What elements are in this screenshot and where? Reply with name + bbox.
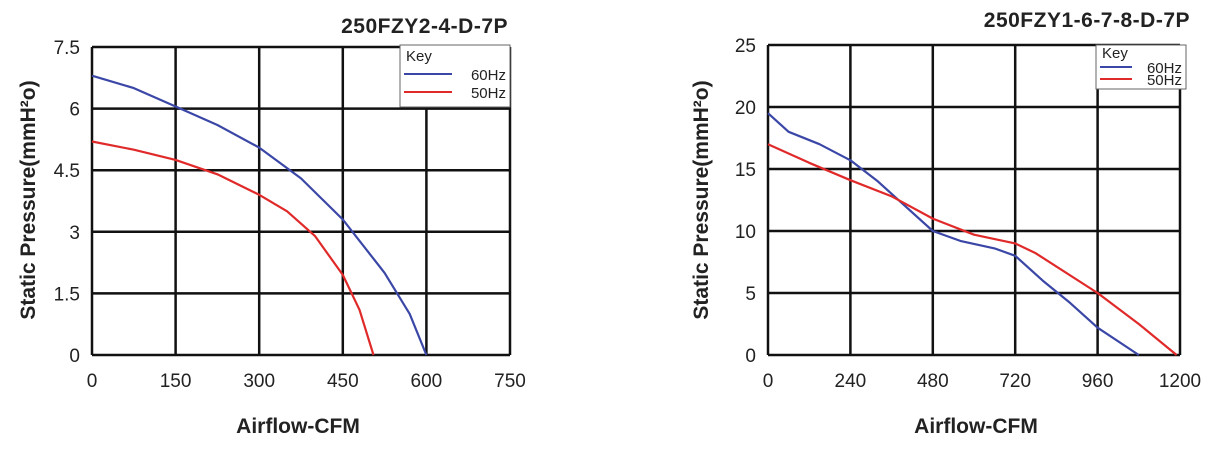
series-line-50Hz — [91, 140, 375, 356]
y-tick-label: 1.5 — [54, 284, 80, 305]
y-tick-label: 0 — [69, 346, 80, 367]
legend-label: 50Hz — [1147, 72, 1182, 89]
y-tick-label: 4.5 — [54, 161, 80, 182]
x-tick-label: 0 — [763, 371, 774, 392]
x-tick-label: 240 — [835, 371, 867, 392]
x-tick-label: 150 — [160, 371, 192, 392]
x-tick-label: 450 — [327, 371, 359, 392]
y-tick-label: 10 — [735, 222, 756, 243]
y-tick-label: 3 — [69, 223, 80, 244]
y-tick-label: 5 — [745, 284, 756, 305]
chart-right: 250FZY1-6-7-8-D-7P Static Pressure(mmH²o… — [690, 9, 1201, 438]
y-tick-label: 6 — [69, 100, 80, 121]
chart-title: 250FZY2-4-D-7P — [341, 15, 508, 38]
x-tick-label: 960 — [1082, 371, 1114, 392]
y-tick-label: 0 — [745, 346, 756, 367]
x-tick-label: 750 — [494, 371, 526, 392]
x-axis-label: Airflow-CFM — [236, 415, 360, 438]
x-tick-label: 1200 — [1159, 371, 1201, 392]
x-tick-label: 480 — [917, 371, 949, 392]
chart-left: 250FZY2-4-D-7P Static Pressure(mmH²o) Ai… — [17, 15, 526, 438]
y-tick-label: 20 — [735, 98, 756, 119]
y-axis-label: Static Pressure(mmH²o) — [17, 80, 40, 319]
y-tick-label: 7.5 — [54, 38, 80, 59]
series-line-50Hz — [767, 143, 1178, 356]
x-tick-label: 300 — [243, 371, 275, 392]
series-line-60Hz — [91, 74, 428, 356]
y-tick-label: 15 — [735, 160, 756, 181]
y-axis-label: Static Pressure(mmH²o) — [690, 80, 713, 319]
legend-label: 60Hz — [1147, 60, 1182, 77]
chart-title: 250FZY1-6-7-8-D-7P — [984, 9, 1190, 32]
legend-label: 50Hz — [471, 85, 506, 102]
x-tick-label: 0 — [87, 371, 98, 392]
y-tick-label: 25 — [735, 36, 756, 57]
series-line-60Hz — [767, 112, 1140, 356]
legend-title: Key — [406, 48, 432, 65]
legend-title: Key — [1102, 45, 1128, 62]
x-axis-label: Airflow-CFM — [914, 415, 1038, 438]
x-tick-label: 600 — [411, 371, 443, 392]
legend-label: 60Hz — [471, 67, 506, 84]
legend-box — [399, 44, 511, 108]
x-tick-label: 720 — [999, 371, 1031, 392]
